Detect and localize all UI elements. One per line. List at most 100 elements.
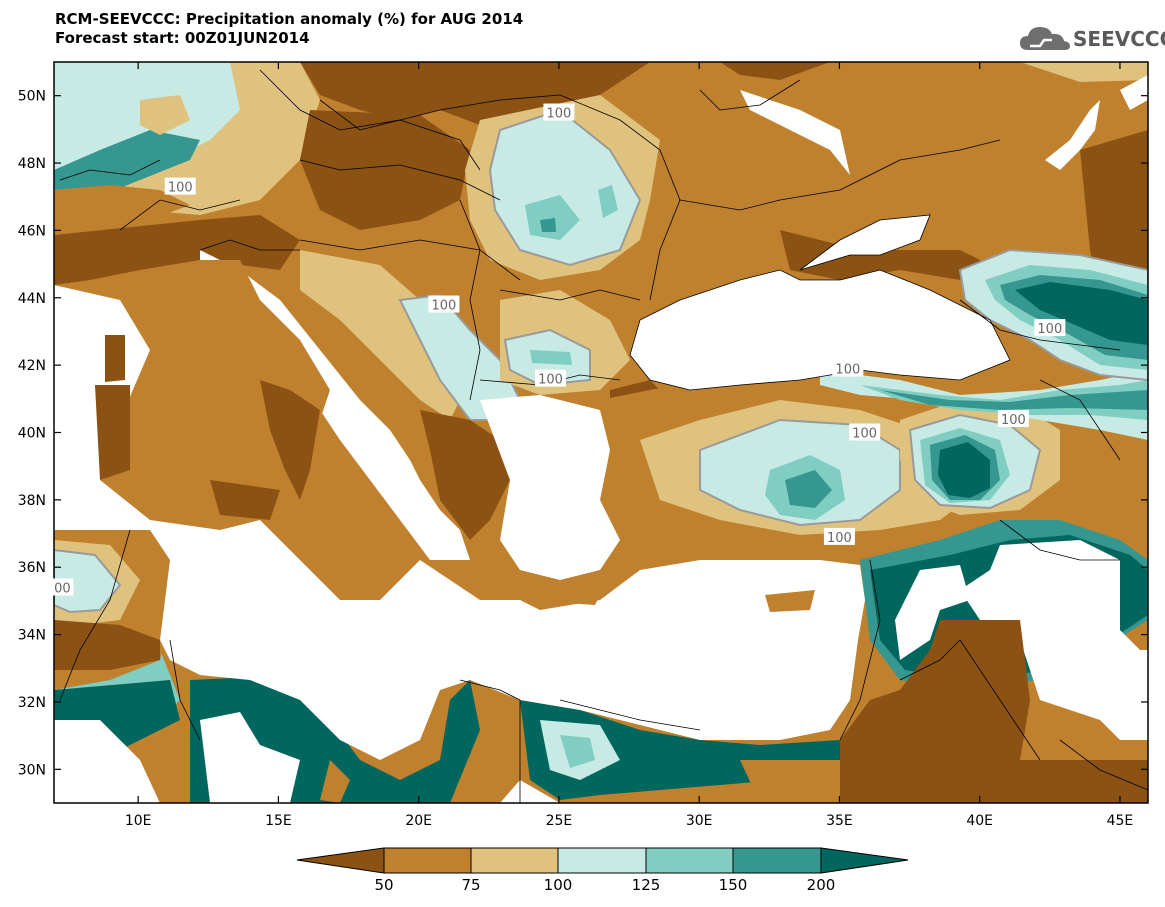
- y-tick-label: 38N: [18, 493, 46, 509]
- anomaly-region: [785, 470, 832, 508]
- contour-label: 100: [538, 373, 563, 388]
- y-tick-label: 34N: [18, 628, 46, 644]
- contour-label: 100: [431, 299, 456, 314]
- missing-data-area: [960, 540, 1148, 740]
- title-line-2: Forecast start: 00Z01JUN2014: [55, 29, 310, 47]
- title-line-1: RCM-SEEVCCC: Precipitation anomaly (%) f…: [55, 10, 524, 28]
- colorbar-segment-50-75: [383, 847, 472, 874]
- contour-label-bg: [849, 423, 881, 441]
- anomaly-region: [780, 230, 1000, 280]
- cyprus-land: [765, 590, 815, 612]
- contour-label: 100: [1037, 322, 1062, 337]
- map-plot-area: [54, 62, 1148, 803]
- y-tick-label: 36N: [18, 560, 46, 576]
- anomaly-region: [300, 110, 470, 230]
- contour-label-bg: [164, 177, 196, 195]
- y-tick-label: 44N: [18, 291, 46, 307]
- anomaly-region: [54, 548, 122, 614]
- sea-of-azov: [799, 214, 931, 271]
- river-reservoir: [1045, 100, 1100, 170]
- contour-label-bg: [1034, 319, 1066, 337]
- anomaly-region: [1015, 282, 1148, 345]
- contour-label: 100: [1001, 413, 1026, 428]
- anomaly-region: [488, 108, 642, 267]
- x-tick-label: 45E: [1107, 813, 1134, 829]
- anomaly-region: [720, 62, 830, 80]
- anomaly-region: [1020, 62, 1148, 82]
- anomaly-region: [54, 215, 300, 285]
- contour-label-bg: [997, 410, 1029, 428]
- contour-label: 100: [835, 363, 860, 378]
- aegean-sea: [480, 395, 620, 580]
- anomaly-region: [860, 380, 1148, 420]
- y-tick-label: 46N: [18, 223, 46, 239]
- x-tick-label: 15E: [265, 813, 292, 829]
- contour-label: 100: [168, 181, 193, 196]
- colorbar-segment-gt200: [820, 847, 909, 874]
- anomaly-region: [840, 620, 1148, 803]
- colorbar-label: 100: [544, 876, 573, 894]
- contour-label: 100: [547, 107, 572, 122]
- map-title: RCM-SEEVCCC: Precipitation anomaly (%) f…: [55, 10, 523, 48]
- anomaly-region: [530, 350, 572, 365]
- anomaly-region: [140, 95, 190, 135]
- y-tick-label: 32N: [18, 695, 46, 711]
- anomaly-region: [540, 218, 556, 232]
- mediterranean-sea: [54, 285, 865, 760]
- anomaly-region: [300, 250, 470, 420]
- river-reservoir: [740, 90, 850, 175]
- colorbar-label: 150: [719, 876, 748, 894]
- y-tick-label: 48N: [18, 156, 46, 172]
- contour-label: 100: [852, 427, 877, 442]
- corsica-land: [105, 335, 125, 382]
- contour-label-bg: [428, 295, 460, 313]
- anomaly-region: [600, 62, 1148, 270]
- missing-data-area: [895, 565, 970, 660]
- anomaly-region: [560, 735, 595, 768]
- anomaly-region: [1080, 130, 1148, 300]
- y-tick-label: 30N: [18, 762, 46, 778]
- x-tick-label: 30E: [686, 813, 713, 829]
- seevccc-logo: SEEVCCC: [1018, 22, 1165, 56]
- missing-data-area: [500, 780, 560, 803]
- anomaly-region: [420, 410, 510, 540]
- y-tick-label: 40N: [18, 426, 46, 442]
- contour-label: 100: [827, 531, 852, 546]
- colorbar: 50 75 100 125 150 200: [296, 847, 909, 894]
- y-tick-label: 50N: [18, 89, 46, 105]
- crete-land: [520, 590, 600, 605]
- sardinia-land: [95, 385, 130, 480]
- anomaly-region: [740, 760, 840, 803]
- missing-data-area: [54, 720, 160, 803]
- colorbar-segment-lt50: [296, 847, 385, 874]
- contour-label-bg: [832, 359, 864, 377]
- colorbar-label: 125: [632, 876, 661, 894]
- contour-label-bg: [543, 103, 575, 121]
- anomaly-region: [320, 760, 350, 803]
- y-tick-label: 42N: [18, 358, 46, 374]
- sicily-land: [210, 480, 280, 520]
- anomaly-region: [525, 195, 580, 240]
- anomaly-region: [54, 185, 190, 245]
- logo-text: SEEVCCC: [1073, 27, 1165, 51]
- x-tick-label: 40E: [966, 813, 993, 829]
- caspian-edge: [1120, 75, 1148, 110]
- x-tick-label: 10E: [125, 813, 152, 829]
- black-sea: [629, 269, 1011, 391]
- contour-label-bg: [823, 527, 855, 545]
- contour-label: 00: [54, 581, 71, 596]
- colorbar-segment-150-200: [732, 847, 822, 874]
- x-tick-label: 20E: [405, 813, 432, 829]
- colorbar-segment-125-150: [645, 847, 734, 874]
- anomaly-region: [880, 390, 1148, 410]
- x-tick-label: 35E: [826, 813, 853, 829]
- colorbar-label: 50: [374, 876, 393, 894]
- anomaly-region: [598, 185, 618, 218]
- cloud-icon: [1020, 27, 1070, 50]
- contour-labels: 100 100 100 100 100 100 100 100 100 00: [51, 103, 1066, 596]
- colorbar-label: 200: [807, 876, 836, 894]
- x-tick-label: 25E: [546, 813, 573, 829]
- italy-land: [260, 380, 320, 500]
- contour-label-bg: [535, 369, 567, 387]
